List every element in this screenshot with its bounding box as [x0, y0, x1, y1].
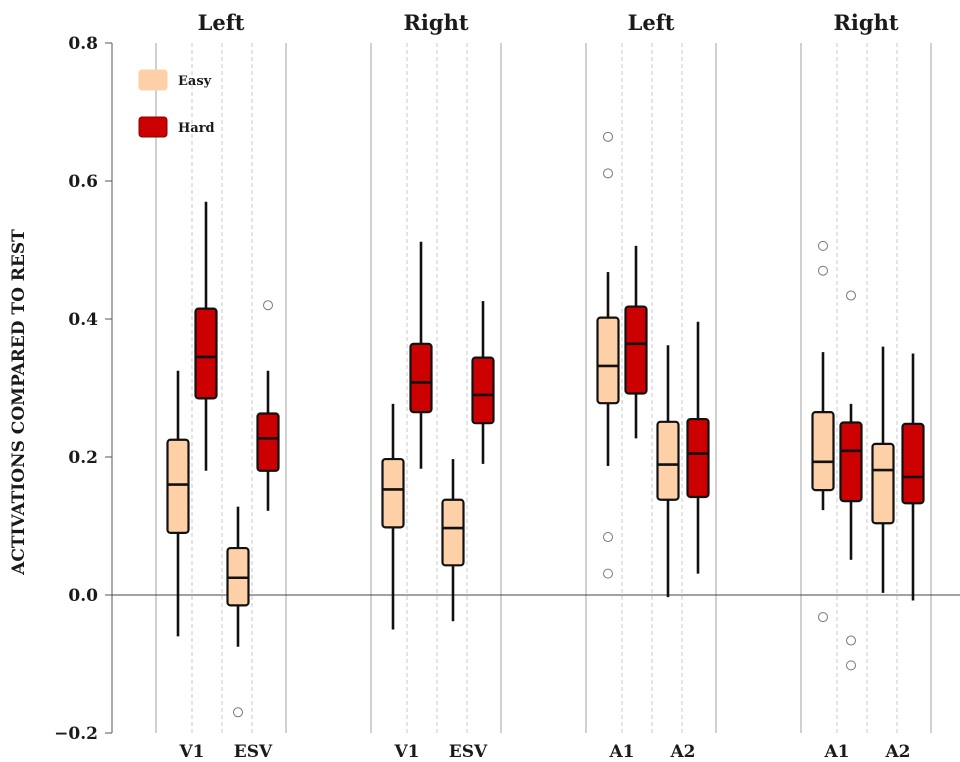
- outlier-point: [846, 660, 856, 671]
- box-iqr: [656, 420, 680, 501]
- box-iqr: [871, 442, 895, 525]
- outlier-point: [603, 168, 613, 179]
- box-hard: [624, 245, 648, 439]
- group-title: Left: [628, 10, 675, 35]
- labels-layer: Left V1 ESV Right V1 ESV Left A1 A2 Right A1 A2: [178, 10, 910, 762]
- box-iqr: [409, 342, 433, 414]
- box-iqr: [166, 438, 190, 535]
- x-tick-label: A1: [608, 742, 634, 762]
- legend-label: Easy: [178, 74, 212, 89]
- box-hard: [409, 241, 433, 469]
- legend: Easy Hard: [138, 69, 215, 138]
- box-iqr: [194, 307, 218, 400]
- box-easy: [656, 345, 680, 598]
- box-iqr: [471, 356, 495, 425]
- outlier-point: [818, 612, 828, 623]
- y-tick-label: 0.0: [68, 586, 98, 606]
- outlier-point: [846, 290, 856, 301]
- box-iqr: [441, 498, 465, 567]
- box-iqr: [256, 412, 280, 472]
- box-hard: [194, 201, 218, 471]
- y-axis-title: ACTIVATIONS COMPARED TO REST: [9, 229, 29, 576]
- outlier-point: [263, 300, 273, 311]
- outlier-point: [233, 707, 243, 718]
- legend-label: Hard: [178, 121, 215, 136]
- x-tick-label: ESV: [449, 742, 488, 762]
- group-title: Right: [833, 10, 898, 35]
- y-axis: −0.2 0.0 0.2 0.4 0.6 0.8: [54, 34, 113, 744]
- box-iqr: [811, 411, 835, 492]
- box-easy: [871, 346, 895, 593]
- box-hard: [901, 353, 925, 601]
- box-iqr: [624, 305, 648, 395]
- legend-swatch-easy: [138, 69, 168, 91]
- x-tick-label: V1: [178, 742, 204, 762]
- y-tick-label: 0.4: [68, 310, 98, 330]
- box-hard: [256, 300, 280, 511]
- x-tick-label: A2: [884, 742, 910, 762]
- box-easy: [166, 370, 190, 637]
- box-hard: [839, 290, 863, 671]
- box-easy: [596, 131, 620, 579]
- x-tick-label: V1: [393, 742, 419, 762]
- group-title: Right: [403, 10, 468, 35]
- y-tick-label: 0.2: [68, 448, 98, 468]
- y-tick-label: 0.8: [68, 34, 98, 54]
- box-easy: [811, 240, 835, 623]
- legend-swatch-hard: [138, 116, 168, 138]
- group-title: Left: [198, 10, 245, 35]
- outlier-point: [818, 240, 828, 251]
- outlier-point: [603, 131, 613, 142]
- grid-layer: [112, 43, 960, 733]
- y-tick-label: 0.6: [68, 172, 98, 192]
- outlier-point: [846, 635, 856, 646]
- box-hard: [686, 321, 710, 574]
- outlier-point: [818, 265, 828, 276]
- box-iqr: [686, 417, 710, 499]
- box-hard: [471, 301, 495, 464]
- box-easy: [441, 459, 465, 622]
- outlier-point: [603, 568, 613, 579]
- y-tick-label: −0.2: [54, 724, 98, 744]
- x-tick-label: A2: [669, 742, 695, 762]
- outlier-point: [603, 532, 613, 543]
- box-easy: [226, 506, 250, 718]
- x-tick-label: A1: [823, 742, 849, 762]
- box-easy: [381, 403, 405, 630]
- x-tick-label: ESV: [234, 742, 273, 762]
- box-iqr: [901, 422, 925, 505]
- boxes-layer: [166, 131, 925, 718]
- box-iqr: [839, 421, 863, 503]
- box-iqr: [381, 457, 405, 529]
- box-iqr: [596, 316, 620, 405]
